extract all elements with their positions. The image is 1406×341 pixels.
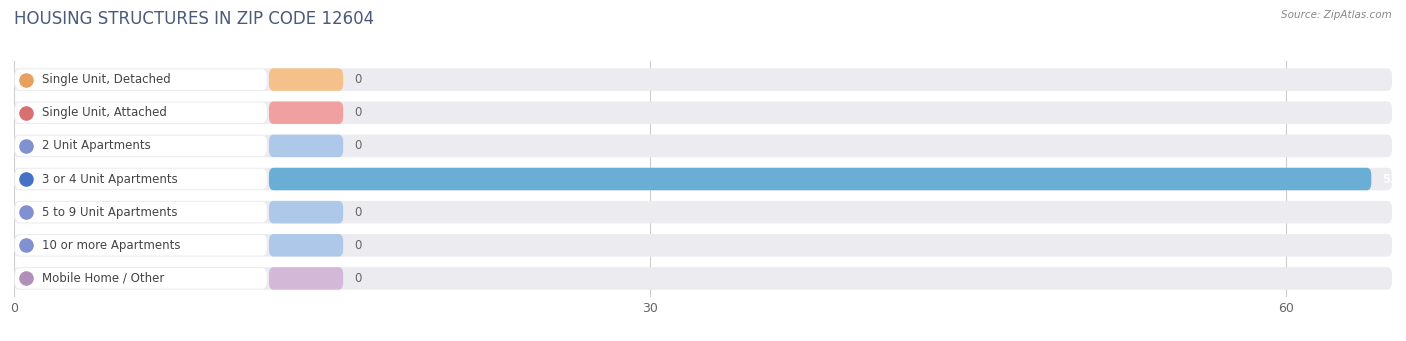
FancyBboxPatch shape [269,68,343,91]
Text: HOUSING STRUCTURES IN ZIP CODE 12604: HOUSING STRUCTURES IN ZIP CODE 12604 [14,10,374,28]
FancyBboxPatch shape [269,201,343,223]
Text: 5 to 9 Unit Apartments: 5 to 9 Unit Apartments [42,206,177,219]
FancyBboxPatch shape [14,168,1392,190]
Point [14,77,37,82]
FancyBboxPatch shape [14,267,1392,290]
FancyBboxPatch shape [15,69,267,90]
Text: Source: ZipAtlas.com: Source: ZipAtlas.com [1281,10,1392,20]
Point [14,176,37,182]
FancyBboxPatch shape [15,202,267,222]
Text: Single Unit, Attached: Single Unit, Attached [42,106,166,119]
Point [14,143,37,149]
Text: 0: 0 [354,73,361,86]
FancyBboxPatch shape [14,102,1392,124]
FancyBboxPatch shape [14,68,1392,91]
FancyBboxPatch shape [14,201,1392,223]
Text: 10 or more Apartments: 10 or more Apartments [42,239,180,252]
Text: 0: 0 [354,206,361,219]
Text: 52: 52 [1382,173,1398,186]
Text: 0: 0 [354,139,361,152]
Text: 3 or 4 Unit Apartments: 3 or 4 Unit Apartments [42,173,177,186]
Text: 2 Unit Apartments: 2 Unit Apartments [42,139,150,152]
FancyBboxPatch shape [15,103,267,123]
Text: 0: 0 [354,239,361,252]
Point [14,209,37,215]
FancyBboxPatch shape [269,234,343,256]
FancyBboxPatch shape [269,267,343,290]
FancyBboxPatch shape [15,235,267,255]
Point [14,242,37,248]
FancyBboxPatch shape [269,135,343,157]
Text: 0: 0 [354,106,361,119]
FancyBboxPatch shape [14,135,1392,157]
FancyBboxPatch shape [15,136,267,156]
Point [14,110,37,116]
Text: Mobile Home / Other: Mobile Home / Other [42,272,165,285]
FancyBboxPatch shape [269,168,1371,190]
Text: 0: 0 [354,272,361,285]
FancyBboxPatch shape [14,234,1392,256]
FancyBboxPatch shape [15,268,267,289]
Text: Single Unit, Detached: Single Unit, Detached [42,73,170,86]
Point [14,276,37,281]
FancyBboxPatch shape [269,102,343,124]
FancyBboxPatch shape [15,169,267,189]
